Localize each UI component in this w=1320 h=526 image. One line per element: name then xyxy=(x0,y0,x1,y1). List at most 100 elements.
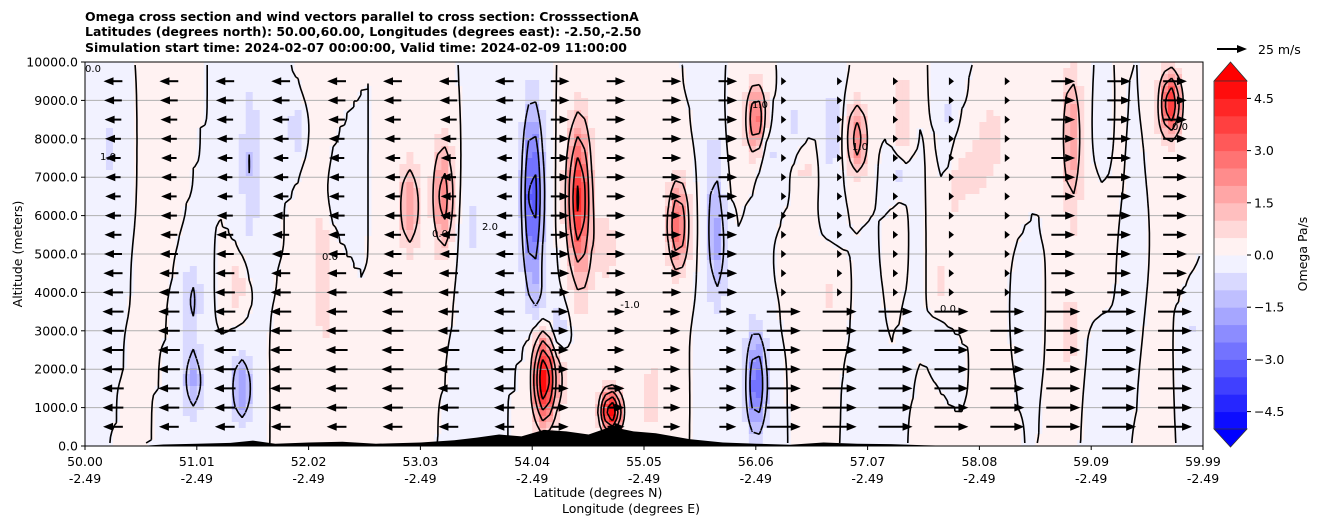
omega-cell xyxy=(434,170,442,177)
omega-cell xyxy=(140,170,149,177)
omega-cell xyxy=(630,218,638,225)
omega-cell xyxy=(147,236,156,243)
omega-cell xyxy=(839,194,848,201)
omega-cell xyxy=(1084,242,1092,249)
omega-cell xyxy=(427,206,435,213)
omega-cell xyxy=(951,182,960,189)
omega-cell xyxy=(85,152,93,159)
omega-cell xyxy=(1112,62,1120,69)
omega-cell xyxy=(259,80,268,87)
omega-cell xyxy=(392,92,401,99)
omega-cell xyxy=(727,68,736,75)
omega-cell xyxy=(986,98,994,105)
omega-cell xyxy=(1105,218,1113,225)
omega-cell xyxy=(993,152,1001,159)
omega-cell xyxy=(434,230,442,237)
omega-cell xyxy=(1014,188,1022,195)
omega-cell xyxy=(776,230,785,237)
omega-cell xyxy=(322,218,331,225)
omega-cell xyxy=(315,236,324,243)
omega-cell xyxy=(909,182,918,189)
omega-cell xyxy=(1189,80,1197,87)
omega-cell xyxy=(203,152,212,159)
omega-cell xyxy=(189,230,198,237)
omega-cell xyxy=(790,206,799,213)
omega-cell xyxy=(455,134,463,141)
omega-cell xyxy=(867,206,876,213)
omega-cell xyxy=(259,146,268,153)
omega-cell xyxy=(574,98,582,105)
omega-cell xyxy=(853,116,862,123)
omega-cell xyxy=(930,200,939,207)
omega-cell xyxy=(867,134,876,141)
omega-cell xyxy=(105,188,114,195)
omega-cell xyxy=(581,74,589,81)
omega-cell xyxy=(909,128,918,135)
omega-cell xyxy=(951,194,960,201)
omega-cell xyxy=(343,104,352,111)
omega-cell xyxy=(196,182,205,189)
omega-cell xyxy=(301,68,310,75)
omega-cell xyxy=(1014,98,1022,105)
omega-cell xyxy=(112,164,121,171)
omega-cell xyxy=(1035,110,1043,117)
omega-cell xyxy=(581,176,589,183)
omega-cell xyxy=(1182,110,1190,117)
omega-cell xyxy=(245,68,254,75)
omega-cell xyxy=(294,146,303,153)
omega-cell xyxy=(266,86,275,93)
omega-cell xyxy=(916,218,925,225)
omega-cell xyxy=(91,86,100,93)
omega-cell xyxy=(944,134,953,141)
omega-cell xyxy=(85,206,93,213)
omega-cell xyxy=(105,206,114,213)
omega-cell xyxy=(1161,140,1169,147)
omega-cell xyxy=(741,218,750,225)
omega-cell xyxy=(916,92,925,99)
omega-cell xyxy=(98,74,107,81)
omega-cell xyxy=(469,74,477,81)
omega-cell xyxy=(1028,62,1036,69)
omega-cell xyxy=(916,146,925,153)
omega-cell xyxy=(1084,86,1092,93)
omega-cell xyxy=(769,152,778,159)
omega-cell xyxy=(581,218,589,225)
omega-cell xyxy=(609,236,617,243)
omega-cell xyxy=(734,128,743,135)
omega-cell xyxy=(846,110,855,117)
omega-cell xyxy=(930,188,939,195)
omega-cell xyxy=(574,218,582,225)
omega-cell xyxy=(1196,140,1203,147)
omega-cell xyxy=(1196,200,1203,207)
omega-cell xyxy=(1140,62,1148,69)
omega-cell xyxy=(1196,116,1203,123)
omega-cell xyxy=(1105,236,1113,243)
omega-cell xyxy=(867,194,876,201)
omega-cell xyxy=(252,218,261,225)
omega-cell xyxy=(1175,164,1183,171)
omega-cell xyxy=(748,218,757,225)
omega-cell xyxy=(748,134,757,141)
omega-cell xyxy=(902,236,911,243)
omega-cell xyxy=(126,224,135,231)
omega-cell xyxy=(602,188,610,195)
omega-cell xyxy=(769,122,778,129)
omega-cell xyxy=(804,182,813,189)
omega-cell xyxy=(1189,236,1197,243)
omega-cell xyxy=(336,164,345,171)
omega-cell xyxy=(490,158,498,165)
omega-cell xyxy=(259,182,268,189)
omega-cell xyxy=(175,68,184,75)
omega-cell xyxy=(385,68,394,75)
omega-cell xyxy=(818,74,827,81)
omega-cell xyxy=(1098,92,1106,99)
omega-cell xyxy=(1126,218,1134,225)
omega-cell xyxy=(322,86,331,93)
omega-cell xyxy=(595,68,603,75)
omega-cell xyxy=(783,170,792,177)
omega-cell xyxy=(1105,200,1113,207)
omega-cell xyxy=(553,170,561,177)
omega-cell xyxy=(322,152,331,159)
omega-cell xyxy=(804,62,813,69)
omega-cell xyxy=(147,164,156,171)
